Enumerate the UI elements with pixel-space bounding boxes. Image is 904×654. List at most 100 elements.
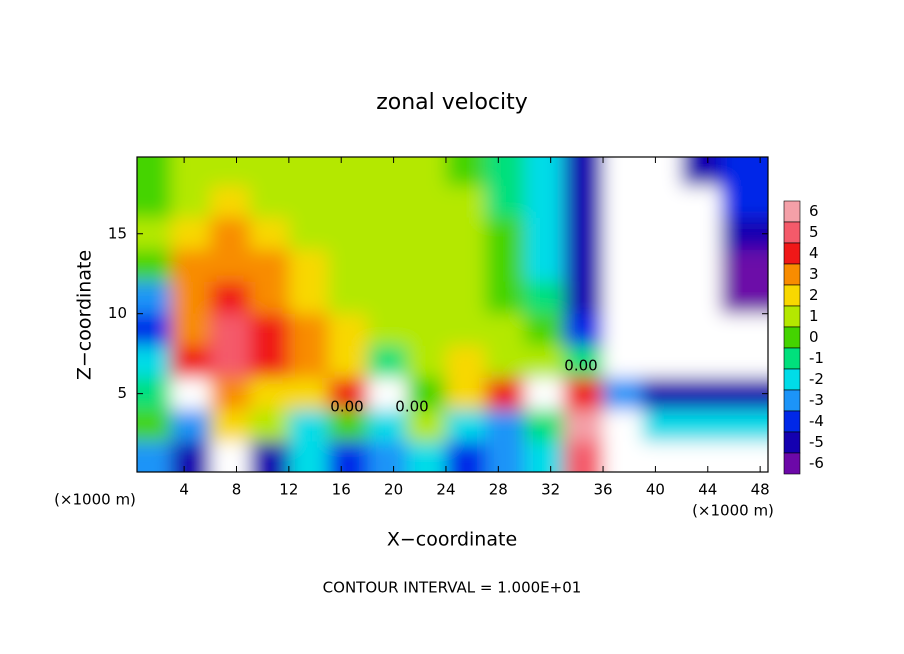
- cell: [603, 281, 644, 315]
- contour-label: 0.00: [395, 398, 428, 416]
- cell: [328, 185, 369, 219]
- field: [137, 157, 768, 472]
- colorbar-band: [783, 263, 801, 286]
- cell: [681, 377, 722, 411]
- x-axis-label: X−coordinate: [387, 529, 517, 551]
- contour-label: 0.00: [564, 357, 597, 375]
- cell: [642, 409, 683, 443]
- cell: [603, 377, 644, 411]
- plot-frame: [136, 156, 769, 473]
- cell: [603, 217, 644, 251]
- cell: [328, 217, 369, 251]
- cell: [485, 409, 526, 443]
- x-tick-label: 32: [541, 481, 560, 499]
- cell: [367, 249, 408, 283]
- cell: [603, 249, 644, 283]
- cell: [642, 217, 683, 251]
- cell: [524, 185, 565, 219]
- cell: [210, 345, 251, 379]
- colorbar-label: -4: [809, 412, 824, 430]
- cell: [328, 409, 369, 443]
- x-tick-label: 24: [436, 481, 455, 499]
- colorbar-band: [783, 242, 801, 265]
- cell: [137, 157, 173, 187]
- cell: [681, 409, 722, 443]
- cell: [681, 313, 722, 347]
- x-tick-label: 48: [751, 481, 770, 499]
- cell: [288, 249, 330, 283]
- cell: [171, 409, 212, 443]
- cell: [406, 249, 447, 283]
- cell: [445, 377, 487, 411]
- cell: [603, 313, 644, 347]
- cell: [563, 441, 605, 472]
- cell: [563, 345, 605, 379]
- cell: [406, 441, 447, 472]
- colorbar-band: [783, 200, 801, 223]
- cell: [249, 185, 290, 219]
- cell: [137, 249, 173, 283]
- cell: [288, 313, 330, 347]
- cell: [642, 313, 683, 347]
- cell: [681, 157, 722, 187]
- colorbar-label: -3: [809, 391, 824, 409]
- cell: [642, 185, 683, 219]
- cell: [406, 409, 447, 443]
- cell: [563, 377, 605, 411]
- x-tick-label: 16: [332, 481, 351, 499]
- colorbar-label: 4: [809, 244, 819, 262]
- cell: [642, 377, 683, 411]
- cell: [524, 157, 565, 187]
- cell: [681, 281, 722, 315]
- cell: [249, 377, 290, 411]
- footer: CONTOUR INTERVAL = 1.000E+01: [323, 579, 582, 597]
- cell: [445, 313, 487, 347]
- cell: [328, 157, 369, 187]
- cell: [563, 185, 605, 219]
- cell: [328, 281, 369, 315]
- cell: [249, 281, 290, 315]
- colorbar-band: [783, 326, 801, 349]
- y-tick-label: 15: [108, 224, 127, 242]
- colorbar-label: 5: [809, 223, 819, 241]
- cell: [288, 217, 330, 251]
- cell: [720, 409, 768, 443]
- cell: [288, 377, 330, 411]
- cell: [720, 249, 768, 283]
- cell: [720, 217, 768, 251]
- cell: [681, 249, 722, 283]
- colorbar-label: 2: [809, 286, 819, 304]
- cell: [720, 157, 768, 187]
- cell: [288, 281, 330, 315]
- x-tick-label: 36: [594, 481, 613, 499]
- cell: [367, 409, 408, 443]
- cell: [328, 345, 369, 379]
- cell: [171, 313, 212, 347]
- cell: [720, 377, 768, 411]
- cell: [603, 345, 644, 379]
- cell: [367, 441, 408, 472]
- cell: [137, 217, 173, 251]
- cell: [210, 217, 251, 251]
- cell: [563, 157, 605, 187]
- cell: [681, 217, 722, 251]
- colorbar-band: [783, 452, 801, 475]
- cell: [681, 441, 722, 472]
- cell: [485, 313, 526, 347]
- cell: [249, 345, 290, 379]
- cell: [367, 281, 408, 315]
- colorbar-label: -2: [809, 370, 824, 388]
- x-unit-label: (×1000 m): [692, 502, 774, 520]
- cell: [171, 345, 212, 379]
- cell: [137, 409, 173, 443]
- cell: [210, 313, 251, 347]
- cell: [249, 409, 290, 443]
- cell: [288, 185, 330, 219]
- y-tick-label: 10: [108, 304, 127, 322]
- cell: [249, 217, 290, 251]
- cell: [485, 157, 526, 187]
- colorbar-band: [783, 368, 801, 391]
- colorbar-band: [783, 347, 801, 370]
- x-tick-label: 12: [279, 481, 298, 499]
